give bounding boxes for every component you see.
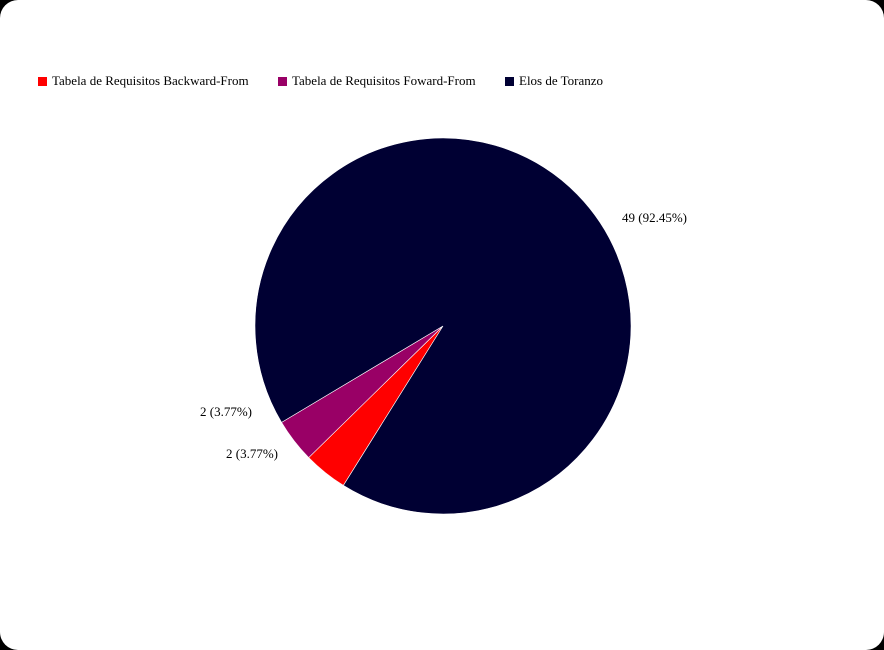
legend-swatch-foward-from (278, 76, 287, 86)
pie-data-labels: 2 (3.77%) 2 (3.77%) 49 (92.45%) (200, 210, 687, 461)
data-label-backward-from: 2 (3.77%) (226, 446, 278, 461)
pie-slices (254, 137, 632, 515)
legend-item-backward-from: Tabela de Requisitos Backward-From (38, 73, 278, 89)
pie-slice-elos-de-toranzo (254, 137, 632, 515)
data-label-elos-de-toranzo: 49 (92.45%) (622, 210, 687, 225)
legend-swatch-elos-de-toranzo (505, 76, 514, 86)
legend-label-foward-from: Tabela de Requisitos Foward-From (292, 73, 476, 88)
legend-label-elos-de-toranzo: Elos de Toranzo (519, 73, 604, 88)
legend-swatch-backward-from (38, 76, 47, 86)
legend-label-backward-from: Tabela de Requisitos Backward-From (52, 73, 249, 88)
data-label-foward-from: 2 (3.77%) (200, 404, 252, 419)
legend-item-elos-de-toranzo: Elos de Toranzo (505, 73, 603, 89)
chart-legend: Tabela de Requisitos Backward-From Tabel… (38, 73, 603, 89)
legend-item-foward-from: Tabela de Requisitos Foward-From (278, 73, 505, 89)
